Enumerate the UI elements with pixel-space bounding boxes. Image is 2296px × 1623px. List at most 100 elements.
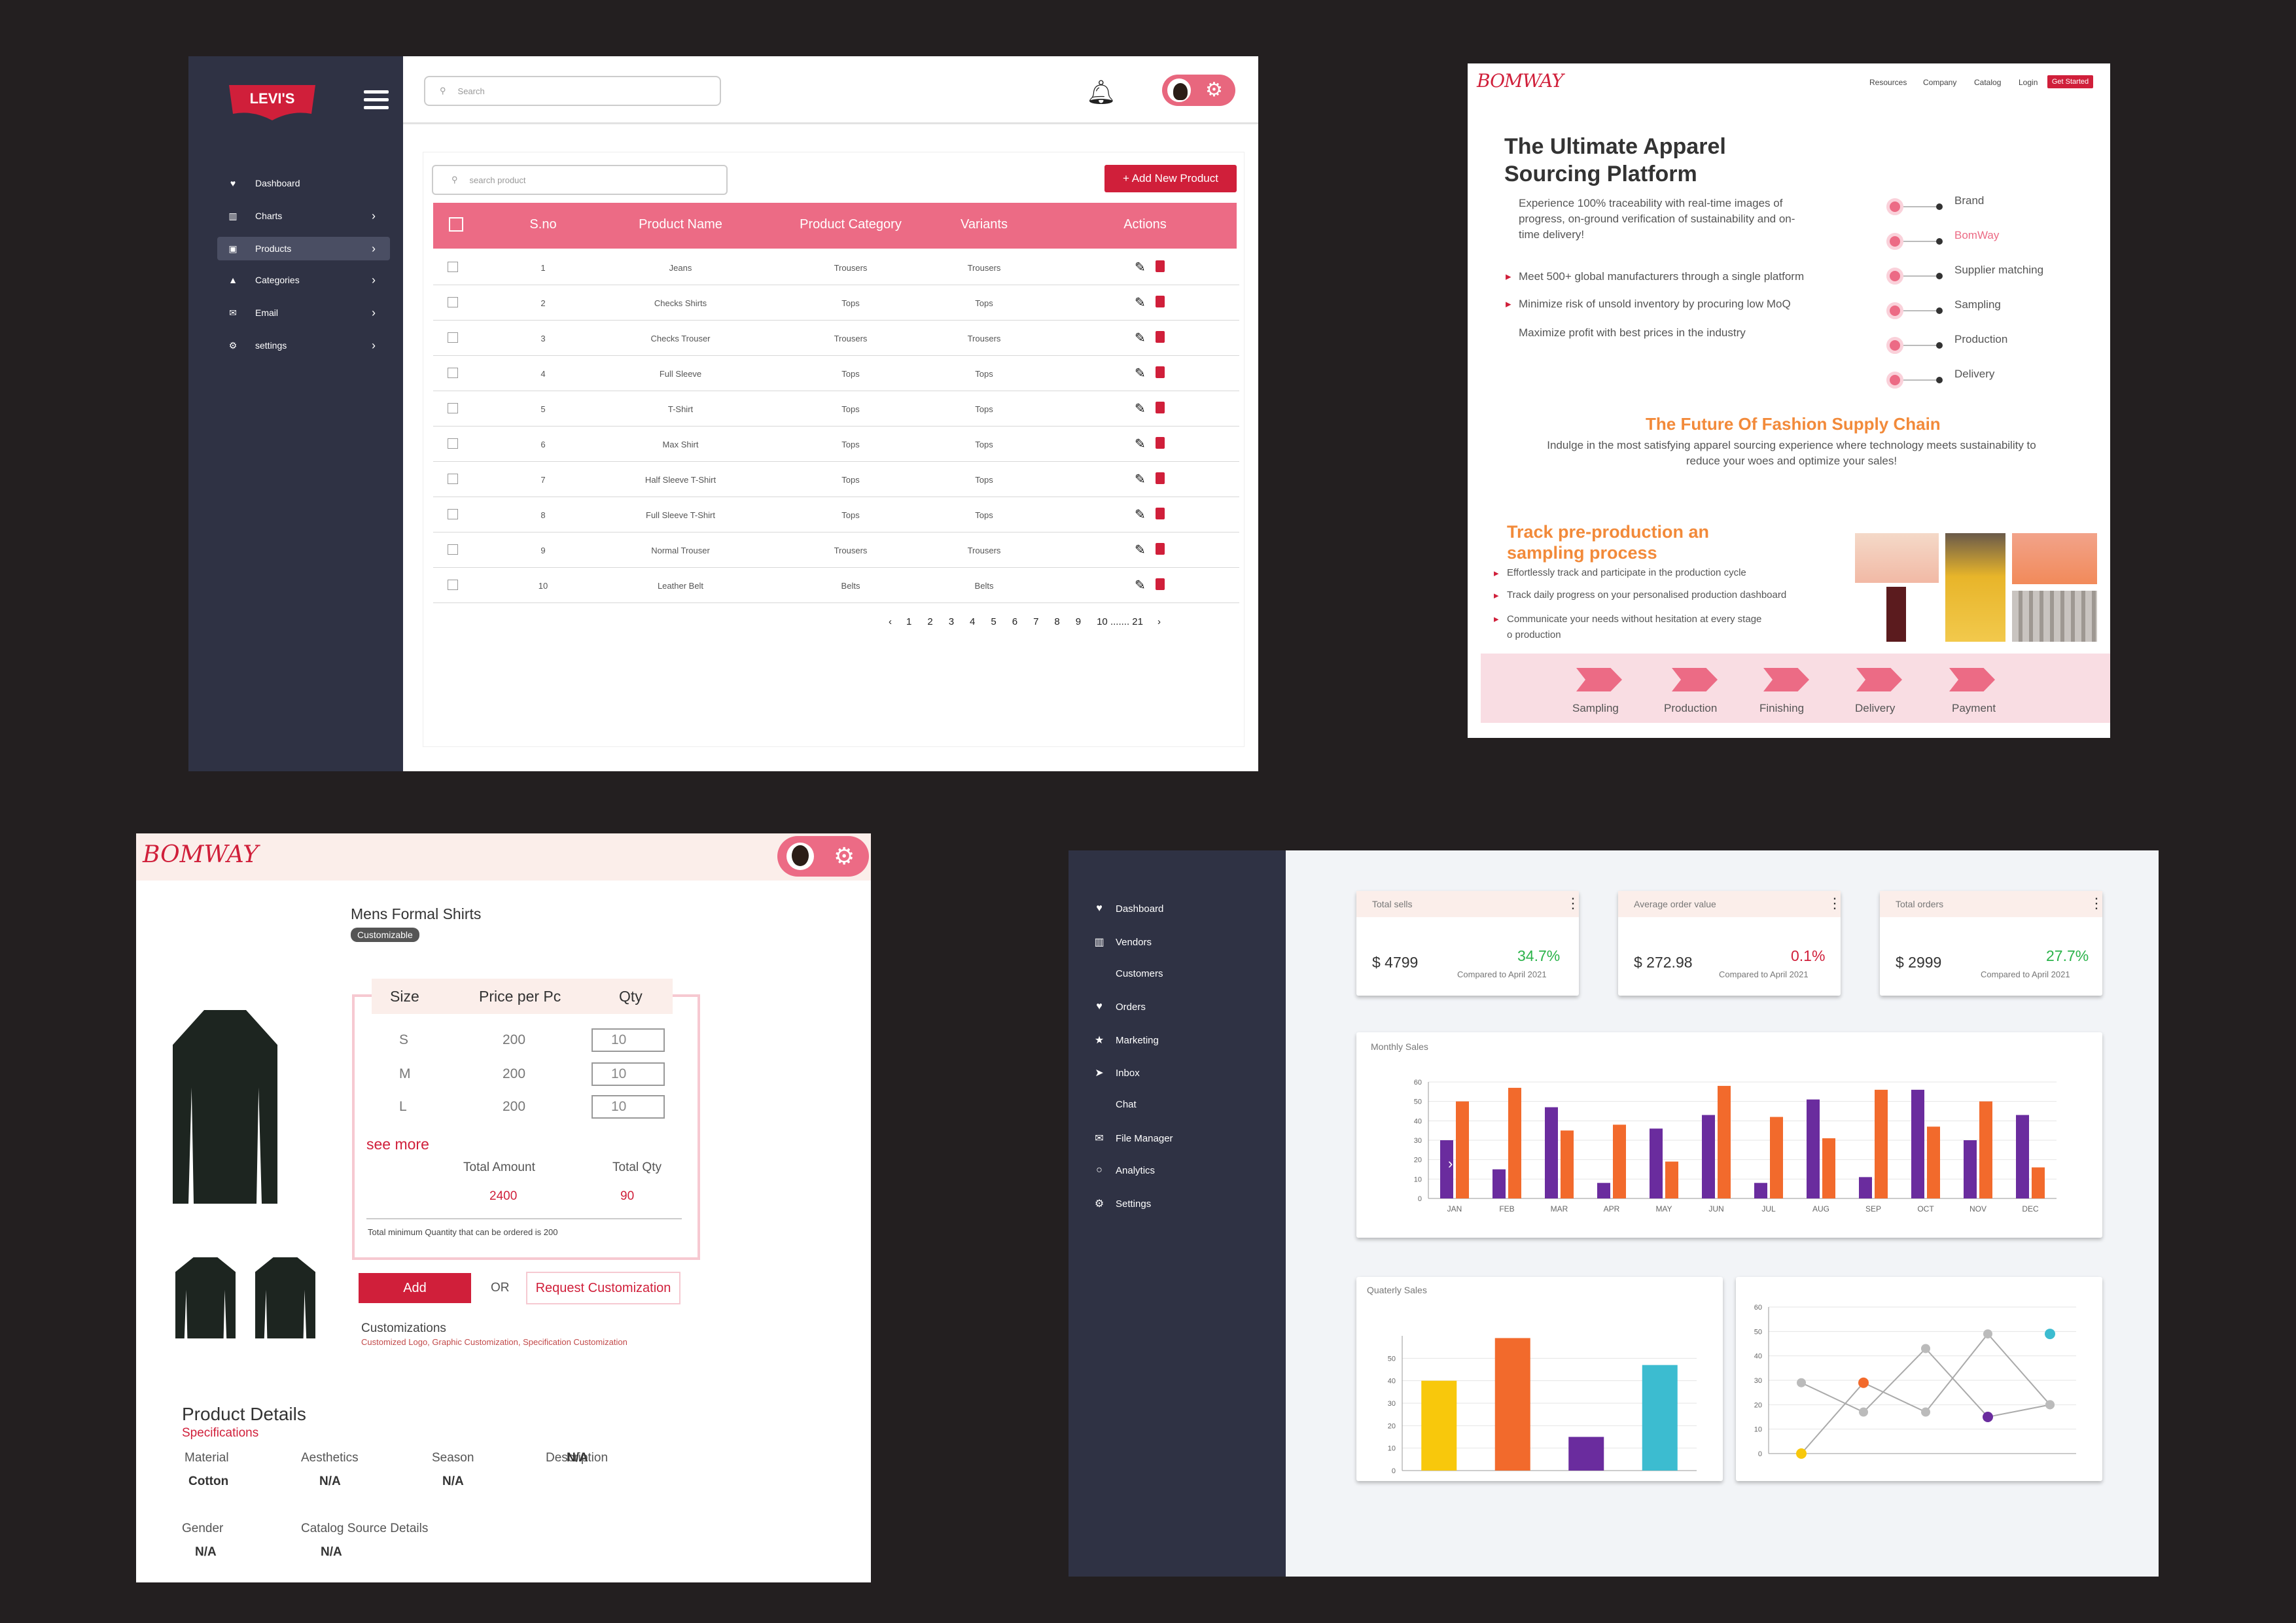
sidebar-item-settings[interactable]: ⚙ settings › [217, 334, 390, 357]
notification-bell-icon[interactable]: 🔔︎ [1086, 79, 1116, 105]
data-point [1921, 1407, 1930, 1417]
page-number[interactable]: 6 [1012, 616, 1018, 627]
row-checkbox[interactable] [448, 580, 458, 590]
edit-icon[interactable]: ✎ [1135, 437, 1146, 451]
bomway-logo[interactable]: BOMWAY [143, 841, 259, 868]
product-main-image[interactable] [173, 1010, 277, 1204]
nav-catalog[interactable]: Catalog [1974, 78, 2002, 87]
edit-icon[interactable]: ✎ [1135, 296, 1146, 310]
edit-icon[interactable]: ✎ [1135, 331, 1146, 345]
sidebar-item-orders[interactable]: ♥ Orders [1092, 1001, 1146, 1013]
sidebar-item-dashboard[interactable]: ♥ Dashboard [1092, 903, 1163, 915]
edit-icon[interactable]: ✎ [1135, 366, 1146, 381]
delete-icon[interactable] [1156, 296, 1165, 307]
product-thumbnail[interactable] [255, 1257, 315, 1338]
table-row[interactable]: 4 Full Sleeve Tops Tops ✎ [433, 356, 1239, 391]
edit-icon[interactable]: ✎ [1135, 508, 1146, 522]
table-row[interactable]: 10 Leather Belt Belts Belts ✎ [433, 568, 1239, 603]
row-checkbox[interactable] [448, 332, 458, 343]
process-step: Supplier matching [1886, 264, 2083, 294]
delete-icon[interactable] [1156, 366, 1165, 378]
table-row[interactable]: 3 Checks Trouser Trousers Trousers ✎ [433, 321, 1239, 356]
user-menu[interactable]: ⚙ [777, 836, 869, 877]
nav-login[interactable]: Login [2019, 78, 2038, 87]
edit-icon[interactable]: ✎ [1135, 472, 1146, 487]
table-row[interactable]: 8 Full Sleeve T-Shirt Tops Tops ✎ [433, 497, 1239, 532]
user-menu[interactable]: ⚙ [1162, 75, 1235, 106]
sidebar-item-marketing[interactable]: ★ Marketing [1092, 1034, 1159, 1047]
page-number[interactable]: 3 [948, 616, 955, 627]
delete-icon[interactable] [1156, 437, 1165, 449]
delete-icon[interactable] [1156, 543, 1165, 555]
qty-input[interactable]: 10 [592, 1095, 665, 1119]
more-options-icon[interactable]: ⋮ [2089, 895, 2104, 911]
get-started-button[interactable]: Get Started [2047, 75, 2093, 88]
row-checkbox[interactable] [448, 474, 458, 484]
sidebar-item-file-manager[interactable]: ✉ File Manager [1092, 1132, 1173, 1145]
sidebar-item-categories[interactable]: ▲ Categories › [217, 268, 390, 292]
table-row[interactable]: 6 Max Shirt Tops Tops ✎ [433, 427, 1239, 462]
sidebar-item-inbox[interactable]: ➤ Inbox [1092, 1066, 1139, 1079]
delete-icon[interactable] [1156, 508, 1165, 519]
qty-input[interactable]: 10 [592, 1062, 665, 1086]
hamburger-menu-icon[interactable] [364, 90, 389, 113]
delete-icon[interactable] [1156, 402, 1165, 413]
delete-icon[interactable] [1156, 472, 1165, 484]
row-checkbox[interactable] [448, 509, 458, 519]
gear-icon[interactable]: ⚙ [834, 843, 855, 869]
page-number[interactable]: 10 ....... 21 [1097, 616, 1143, 627]
page-number[interactable]: 2 [927, 616, 933, 627]
more-options-icon[interactable]: ⋮ [1566, 895, 1580, 911]
sidebar-item-email[interactable]: ✉ Email › [217, 301, 390, 324]
page-number[interactable]: 9 [1075, 616, 1082, 627]
product-thumbnail[interactable] [175, 1257, 236, 1338]
table-row[interactable]: 5 T-Shirt Tops Tops ✎ [433, 391, 1239, 427]
sidebar-item-analytics[interactable]: ○ Analytics [1092, 1164, 1155, 1176]
edit-icon[interactable]: ✎ [1135, 260, 1146, 275]
nav-company[interactable]: Company [1923, 78, 1957, 87]
row-checkbox[interactable] [448, 262, 458, 272]
row-checkbox[interactable] [448, 544, 458, 555]
qty-input[interactable]: 10 [592, 1028, 665, 1052]
edit-icon[interactable]: ✎ [1135, 578, 1146, 593]
edit-icon[interactable]: ✎ [1135, 543, 1146, 557]
table-row[interactable]: 2 Checks Shirts Tops Tops ✎ [433, 285, 1239, 321]
add-button[interactable]: Add [359, 1273, 471, 1303]
more-options-icon[interactable]: ⋮ [1828, 895, 1842, 911]
search-input[interactable]: ⚲ Search [424, 76, 721, 106]
specifications-link[interactable]: Specifications [182, 1426, 259, 1440]
delete-icon[interactable] [1156, 260, 1165, 272]
sidebar-item-customers[interactable]: Customers [1116, 968, 1163, 979]
page-number[interactable]: 7 [1033, 616, 1039, 627]
sidebar-item-charts[interactable]: ▥ Charts › [217, 204, 390, 228]
nav-resources[interactable]: Resources [1869, 78, 1907, 87]
product-search-input[interactable]: ⚲ search product [432, 165, 728, 195]
select-all-checkbox[interactable] [449, 217, 463, 232]
edit-icon[interactable]: ✎ [1135, 402, 1146, 416]
page-number[interactable]: 1 [906, 616, 912, 627]
sidebar-item-vendors[interactable]: ▥ Vendors [1092, 935, 1152, 949]
page-number[interactable]: 4 [970, 616, 976, 627]
row-checkbox[interactable] [448, 368, 458, 378]
row-checkbox[interactable] [448, 438, 458, 449]
sidebar-item-settings[interactable]: ⚙ Settings [1092, 1197, 1151, 1210]
gear-icon[interactable]: ⚙ [1205, 79, 1223, 101]
sidebar-item-chat[interactable]: Chat [1116, 1099, 1137, 1110]
sidebar-item-dashboard[interactable]: ♥ Dashboard [217, 171, 390, 195]
row-checkbox[interactable] [448, 403, 458, 413]
page-number[interactable]: 5 [991, 616, 997, 627]
request-customization-button[interactable]: Request Customization [526, 1272, 680, 1304]
see-more-link[interactable]: see more [366, 1136, 429, 1153]
page-number[interactable]: 8 [1054, 616, 1060, 627]
sidebar-item-products[interactable]: ▣ Products › [217, 237, 390, 260]
delete-icon[interactable] [1156, 578, 1165, 590]
add-new-product-button[interactable]: + Add New Product [1104, 165, 1237, 192]
table-row[interactable]: 9 Normal Trouser Trousers Trousers ✎ [433, 532, 1239, 568]
delete-icon[interactable] [1156, 331, 1165, 343]
table-row[interactable]: 7 Half Sleeve T-Shirt Tops Tops ✎ [433, 462, 1239, 497]
row-checkbox[interactable] [448, 297, 458, 307]
bomway-logo[interactable]: BOMWAY [1477, 70, 1564, 92]
next-page-icon[interactable]: › [1157, 616, 1161, 627]
table-row[interactable]: 1 Jeans Trousers Trousers ✎ [433, 250, 1239, 285]
prev-page-icon[interactable]: ‹ [889, 616, 892, 627]
